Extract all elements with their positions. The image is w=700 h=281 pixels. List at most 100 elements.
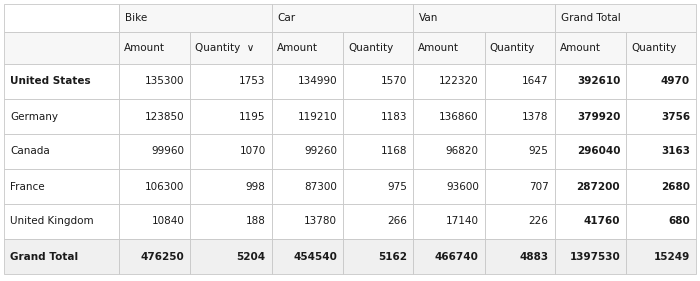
Text: France: France	[10, 182, 45, 191]
Bar	[626, 99, 696, 134]
Text: 188: 188	[246, 216, 265, 226]
Bar	[413, 4, 554, 32]
Bar	[485, 169, 554, 204]
Bar	[554, 134, 626, 169]
Bar	[190, 134, 272, 169]
Text: 4970: 4970	[661, 76, 690, 87]
Bar	[272, 169, 343, 204]
Text: 287200: 287200	[577, 182, 620, 191]
Text: 707: 707	[528, 182, 549, 191]
Text: 87300: 87300	[304, 182, 337, 191]
Text: 1570: 1570	[381, 76, 407, 87]
Text: 476250: 476250	[141, 251, 184, 262]
Text: 392610: 392610	[577, 76, 620, 87]
Bar	[554, 204, 626, 239]
Bar	[343, 169, 413, 204]
Text: 15249: 15249	[654, 251, 690, 262]
Bar	[413, 239, 485, 274]
Text: 123850: 123850	[145, 112, 184, 121]
Bar	[626, 239, 696, 274]
Bar	[343, 134, 413, 169]
Text: Amount: Amount	[276, 43, 318, 53]
Bar	[119, 99, 190, 134]
Bar	[626, 169, 696, 204]
Text: 134990: 134990	[298, 76, 337, 87]
Text: 1397530: 1397530	[570, 251, 620, 262]
Bar	[626, 134, 696, 169]
Text: 3756: 3756	[661, 112, 690, 121]
Text: Amount: Amount	[559, 43, 601, 53]
Bar	[554, 4, 696, 32]
Text: 135300: 135300	[145, 76, 184, 87]
Text: Amount: Amount	[418, 43, 459, 53]
Text: 2680: 2680	[661, 182, 690, 191]
Bar	[119, 169, 190, 204]
Bar	[343, 204, 413, 239]
Text: United States: United States	[10, 76, 90, 87]
Bar	[413, 134, 485, 169]
Text: 96820: 96820	[446, 146, 479, 157]
Text: United Kingdom: United Kingdom	[10, 216, 94, 226]
Bar	[4, 204, 119, 239]
Text: 998: 998	[246, 182, 265, 191]
Text: Quantity: Quantity	[349, 43, 393, 53]
Text: 1070: 1070	[239, 146, 265, 157]
Bar	[413, 32, 485, 64]
Bar	[554, 64, 626, 99]
Text: 17140: 17140	[446, 216, 479, 226]
Bar	[119, 204, 190, 239]
Bar	[4, 4, 119, 32]
Text: 1183: 1183	[381, 112, 407, 121]
Bar	[272, 64, 343, 99]
Bar	[119, 239, 190, 274]
Bar	[485, 99, 554, 134]
Bar	[485, 204, 554, 239]
Bar	[272, 134, 343, 169]
Bar	[343, 99, 413, 134]
Bar	[485, 32, 554, 64]
Text: Quantity: Quantity	[490, 43, 535, 53]
Text: 1195: 1195	[239, 112, 265, 121]
Text: 136860: 136860	[439, 112, 479, 121]
Text: 266: 266	[387, 216, 407, 226]
Text: Canada: Canada	[10, 146, 50, 157]
Bar	[272, 4, 413, 32]
Text: Van: Van	[419, 13, 438, 23]
Text: 122320: 122320	[439, 76, 479, 87]
Bar	[272, 99, 343, 134]
Bar	[413, 204, 485, 239]
Bar	[485, 64, 554, 99]
Text: 925: 925	[528, 146, 549, 157]
Bar	[190, 64, 272, 99]
Text: 4883: 4883	[519, 251, 549, 262]
Bar	[4, 169, 119, 204]
Text: Quantity  ∨: Quantity ∨	[195, 43, 255, 53]
Text: 454540: 454540	[293, 251, 337, 262]
Bar	[272, 239, 343, 274]
Bar	[272, 204, 343, 239]
Bar	[413, 99, 485, 134]
Bar	[190, 32, 272, 64]
Bar	[626, 32, 696, 64]
Bar	[343, 32, 413, 64]
Bar	[4, 239, 119, 274]
Text: 680: 680	[668, 216, 690, 226]
Bar	[554, 239, 626, 274]
Text: 13780: 13780	[304, 216, 337, 226]
Text: 5162: 5162	[378, 251, 407, 262]
Bar	[190, 204, 272, 239]
Bar	[119, 134, 190, 169]
Text: 99960: 99960	[151, 146, 184, 157]
Bar	[626, 64, 696, 99]
Text: 1753: 1753	[239, 76, 265, 87]
Text: 379920: 379920	[577, 112, 620, 121]
Bar	[119, 32, 190, 64]
Text: Amount: Amount	[124, 43, 164, 53]
Bar	[119, 4, 272, 32]
Bar	[343, 239, 413, 274]
Bar	[190, 169, 272, 204]
Text: 296040: 296040	[577, 146, 620, 157]
Text: 10840: 10840	[151, 216, 184, 226]
Text: 1647: 1647	[522, 76, 549, 87]
Text: 975: 975	[387, 182, 407, 191]
